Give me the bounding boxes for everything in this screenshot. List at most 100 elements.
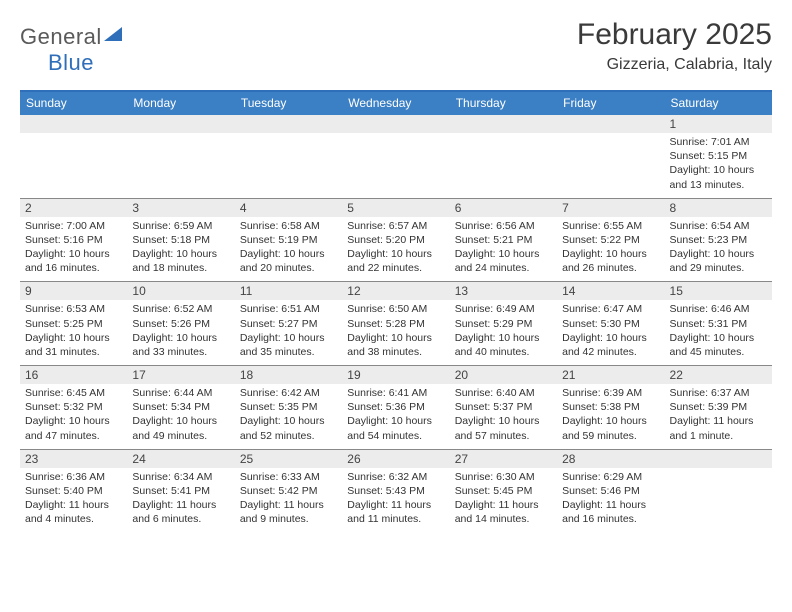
sunrise-text: Sunrise: 6:54 AM (670, 219, 767, 233)
weekday-header: Thursday (450, 92, 557, 115)
daylight-text: Daylight: 10 hours and 35 minutes. (240, 331, 337, 359)
day-cell: Sunrise: 6:46 AMSunset: 5:31 PMDaylight:… (665, 300, 772, 365)
week-wrap: 232425262728Sunrise: 6:36 AMSunset: 5:40… (20, 450, 772, 533)
day-number: 10 (127, 282, 234, 300)
sunset-text: Sunset: 5:29 PM (455, 317, 552, 331)
sunrise-text: Sunrise: 6:33 AM (240, 470, 337, 484)
daylight-text: Daylight: 10 hours and 26 minutes. (562, 247, 659, 275)
day-number: 12 (342, 282, 449, 300)
weekday-header: Tuesday (235, 92, 342, 115)
day-number (342, 115, 449, 133)
page-title: February 2025 (577, 18, 772, 52)
logo-triangle-icon (104, 27, 122, 41)
day-cell: Sunrise: 6:58 AMSunset: 5:19 PMDaylight:… (235, 217, 342, 282)
sunrise-text: Sunrise: 6:57 AM (347, 219, 444, 233)
day-cell (342, 133, 449, 198)
sunrise-text: Sunrise: 6:45 AM (25, 386, 122, 400)
daylight-text: Daylight: 10 hours and 38 minutes. (347, 331, 444, 359)
content-row: Sunrise: 6:45 AMSunset: 5:32 PMDaylight:… (20, 384, 772, 449)
day-number: 6 (450, 199, 557, 217)
sunset-text: Sunset: 5:15 PM (670, 149, 767, 163)
daylight-text: Daylight: 10 hours and 13 minutes. (670, 163, 767, 191)
day-number: 16 (20, 366, 127, 384)
day-cell: Sunrise: 6:56 AMSunset: 5:21 PMDaylight:… (450, 217, 557, 282)
daylight-text: Daylight: 10 hours and 54 minutes. (347, 414, 444, 442)
daylight-text: Daylight: 10 hours and 22 minutes. (347, 247, 444, 275)
day-number: 27 (450, 450, 557, 468)
daylight-text: Daylight: 10 hours and 31 minutes. (25, 331, 122, 359)
sunrise-text: Sunrise: 6:53 AM (25, 302, 122, 316)
sunrise-text: Sunrise: 6:29 AM (562, 470, 659, 484)
content-row: Sunrise: 7:00 AMSunset: 5:16 PMDaylight:… (20, 217, 772, 282)
sunset-text: Sunset: 5:35 PM (240, 400, 337, 414)
week-wrap: 2345678Sunrise: 7:00 AMSunset: 5:16 PMDa… (20, 199, 772, 283)
day-number: 3 (127, 199, 234, 217)
sunset-text: Sunset: 5:37 PM (455, 400, 552, 414)
day-cell: Sunrise: 6:32 AMSunset: 5:43 PMDaylight:… (342, 468, 449, 533)
sunrise-text: Sunrise: 6:59 AM (132, 219, 229, 233)
day-number: 25 (235, 450, 342, 468)
daylight-text: Daylight: 10 hours and 52 minutes. (240, 414, 337, 442)
sunrise-text: Sunrise: 6:55 AM (562, 219, 659, 233)
week-wrap: 16171819202122Sunrise: 6:45 AMSunset: 5:… (20, 366, 772, 450)
content-row: Sunrise: 6:53 AMSunset: 5:25 PMDaylight:… (20, 300, 772, 365)
day-cell: Sunrise: 6:41 AMSunset: 5:36 PMDaylight:… (342, 384, 449, 449)
day-number: 8 (665, 199, 772, 217)
day-number: 20 (450, 366, 557, 384)
day-number: 11 (235, 282, 342, 300)
day-cell: Sunrise: 6:34 AMSunset: 5:41 PMDaylight:… (127, 468, 234, 533)
weekday-header: Friday (557, 92, 664, 115)
logo-text-gray: General (20, 24, 102, 50)
day-cell: Sunrise: 6:36 AMSunset: 5:40 PMDaylight:… (20, 468, 127, 533)
daylight-text: Daylight: 10 hours and 57 minutes. (455, 414, 552, 442)
day-number (450, 115, 557, 133)
sunset-text: Sunset: 5:22 PM (562, 233, 659, 247)
day-number: 2 (20, 199, 127, 217)
sunrise-text: Sunrise: 6:46 AM (670, 302, 767, 316)
day-number: 7 (557, 199, 664, 217)
title-block: February 2025 Gizzeria, Calabria, Italy (577, 18, 772, 74)
day-number: 24 (127, 450, 234, 468)
sunrise-text: Sunrise: 6:56 AM (455, 219, 552, 233)
sunset-text: Sunset: 5:34 PM (132, 400, 229, 414)
sunrise-text: Sunrise: 6:44 AM (132, 386, 229, 400)
content-row: Sunrise: 7:01 AMSunset: 5:15 PMDaylight:… (20, 133, 772, 198)
day-number: 5 (342, 199, 449, 217)
day-cell: Sunrise: 6:49 AMSunset: 5:29 PMDaylight:… (450, 300, 557, 365)
sunset-text: Sunset: 5:28 PM (347, 317, 444, 331)
calendar-grid: Sunday Monday Tuesday Wednesday Thursday… (20, 90, 772, 532)
day-number: 19 (342, 366, 449, 384)
sunset-text: Sunset: 5:43 PM (347, 484, 444, 498)
day-cell: Sunrise: 7:01 AMSunset: 5:15 PMDaylight:… (665, 133, 772, 198)
weekday-header: Sunday (20, 92, 127, 115)
day-cell (450, 133, 557, 198)
sunrise-text: Sunrise: 6:47 AM (562, 302, 659, 316)
daylight-text: Daylight: 10 hours and 40 minutes. (455, 331, 552, 359)
daylight-text: Daylight: 10 hours and 45 minutes. (670, 331, 767, 359)
daylight-text: Daylight: 11 hours and 1 minute. (670, 414, 767, 442)
day-number: 22 (665, 366, 772, 384)
daylight-text: Daylight: 10 hours and 16 minutes. (25, 247, 122, 275)
daylight-text: Daylight: 10 hours and 49 minutes. (132, 414, 229, 442)
sunset-text: Sunset: 5:45 PM (455, 484, 552, 498)
header: General February 2025 Gizzeria, Calabria… (20, 18, 772, 74)
location-label: Gizzeria, Calabria, Italy (577, 56, 772, 74)
day-number (127, 115, 234, 133)
sunrise-text: Sunrise: 6:34 AM (132, 470, 229, 484)
daynum-row: 2345678 (20, 199, 772, 217)
sunrise-text: Sunrise: 6:36 AM (25, 470, 122, 484)
day-cell: Sunrise: 6:52 AMSunset: 5:26 PMDaylight:… (127, 300, 234, 365)
sunset-text: Sunset: 5:31 PM (670, 317, 767, 331)
day-cell: Sunrise: 6:33 AMSunset: 5:42 PMDaylight:… (235, 468, 342, 533)
day-cell: Sunrise: 6:29 AMSunset: 5:46 PMDaylight:… (557, 468, 664, 533)
daylight-text: Daylight: 10 hours and 47 minutes. (25, 414, 122, 442)
weekday-header-row: Sunday Monday Tuesday Wednesday Thursday… (20, 92, 772, 115)
sunrise-text: Sunrise: 7:01 AM (670, 135, 767, 149)
day-number: 18 (235, 366, 342, 384)
daylight-text: Daylight: 11 hours and 11 minutes. (347, 498, 444, 526)
content-row: Sunrise: 6:36 AMSunset: 5:40 PMDaylight:… (20, 468, 772, 533)
calendar-page: General February 2025 Gizzeria, Calabria… (0, 0, 792, 542)
day-cell (557, 133, 664, 198)
day-number: 23 (20, 450, 127, 468)
sunset-text: Sunset: 5:21 PM (455, 233, 552, 247)
